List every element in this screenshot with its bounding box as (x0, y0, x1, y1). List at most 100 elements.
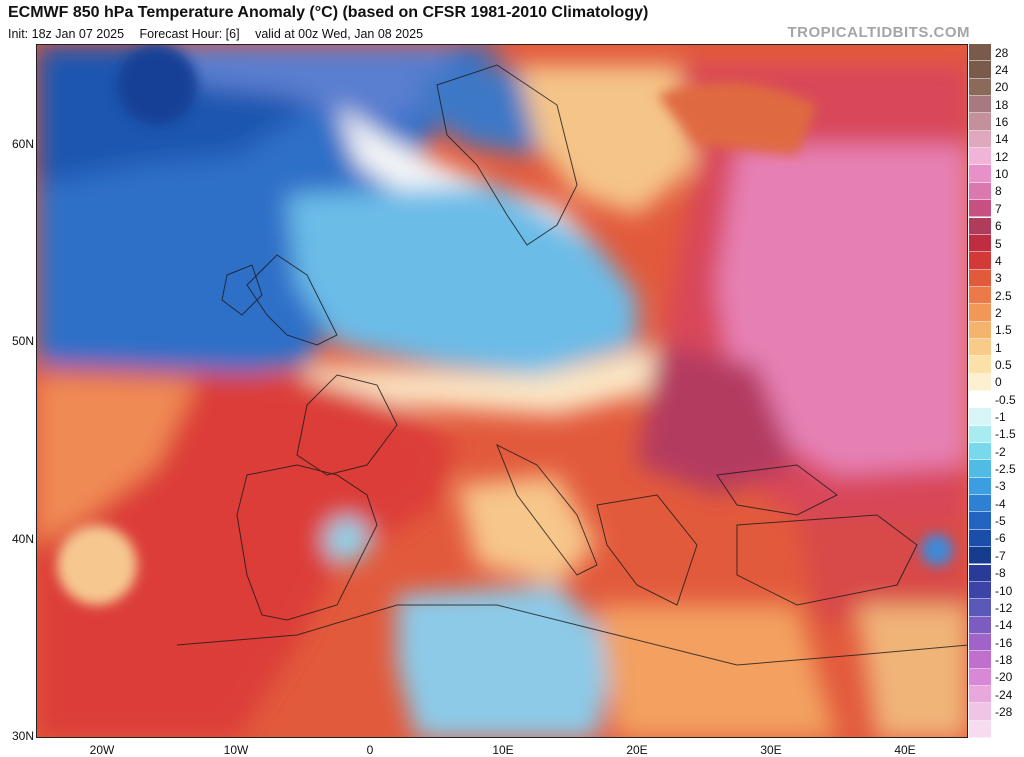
colorbar-swatch (969, 408, 991, 426)
lon-label-20w: 20W (89, 743, 115, 757)
anomaly-field (37, 45, 967, 737)
map-title: ECMWF 850 hPa Temperature Anomaly (°C) (… (8, 4, 649, 21)
coastline-france (296, 374, 398, 476)
colorbar-level: -14 (969, 618, 1024, 652)
colorbar-level: -8 (969, 566, 1024, 600)
colorbar-label: 1.5 (995, 323, 1012, 338)
colorbar-level: 7 (969, 202, 1024, 235)
colorbar-swatch (969, 529, 991, 548)
colorbar-swatch (969, 373, 991, 391)
colorbar-swatch (969, 460, 991, 478)
colorbar-level: -16 (969, 636, 1024, 669)
colorbar-level: -2 (969, 445, 1024, 478)
colorbar-swatch (969, 668, 991, 686)
colorbar-level: -1.5 (969, 427, 1024, 461)
colorbar-swatch (969, 720, 991, 738)
cool-spot-iberia (325, 518, 369, 562)
colorbar-swatch (969, 564, 991, 582)
colorbar-level: 8 (969, 184, 1024, 218)
colorbar-level: -20 (969, 670, 1024, 704)
warm-core-balkans (637, 345, 797, 495)
coastline-turkey (736, 514, 918, 606)
field-regions (37, 45, 967, 737)
colorbar-swatch (969, 495, 991, 513)
colorbar-label: 6 (995, 219, 1002, 234)
colorbar-label: 20 (995, 80, 1009, 95)
colorbar-label: -1 (995, 410, 1006, 425)
colorbar-swatch (969, 286, 991, 305)
cool-region-north-africa (397, 585, 617, 737)
lat-label-60n: 60N (11, 137, 34, 151)
warm-region-libya (597, 605, 837, 737)
colorbar-swatch (969, 217, 991, 235)
warm-region-levant (857, 605, 967, 737)
colorbar-level: 1 (969, 341, 1024, 374)
forecast-hour: Forecast Hour: [6] (139, 27, 240, 41)
colorbar-label: 24 (995, 63, 1009, 78)
colorbar-label: -4 (995, 496, 1006, 511)
valid-time: valid at 00z Wed, Jan 08 2025 (255, 27, 424, 41)
colorbar-swatch (969, 61, 991, 79)
colorbar-label: -5 (995, 514, 1006, 529)
colorbar-label: -8 (995, 566, 1006, 581)
warm-region-finland (657, 82, 817, 155)
colorbar-swatch (969, 547, 991, 565)
colorbar-label: 4 (995, 253, 1002, 268)
colorbar-level: 0 (969, 375, 1024, 409)
colorbar-swatch (969, 148, 991, 166)
colorbar-level: 4 (969, 254, 1024, 287)
map-subtitle: Init: 18z Jan 07 2025 Forecast Hour: [6]… (8, 27, 435, 41)
lon-label-10w: 10W (223, 743, 249, 757)
colorbar-swatch (969, 391, 991, 409)
colorbar-label: -16 (995, 635, 1013, 650)
colorbar-swatch (969, 633, 991, 652)
colorbar-level: -1 (969, 410, 1024, 444)
colorbar-level: 3 (969, 271, 1024, 305)
colorbar-level: 18 (969, 98, 1024, 131)
colorbar-label: 12 (995, 149, 1009, 164)
colorbar-label: 7 (995, 201, 1002, 216)
colorbar-swatch (969, 616, 991, 634)
field-details (57, 45, 953, 605)
colorbar-swatch (969, 96, 991, 114)
colorbar-swatch (969, 443, 991, 461)
colorbar-label: 0 (995, 375, 1002, 390)
coastline-italy (496, 443, 598, 576)
cool-region-scandinavia (417, 65, 557, 155)
warm-spot-west (57, 525, 137, 605)
colorbar-level: 28 (969, 46, 1024, 79)
init-time: Init: 18z Jan 07 2025 (8, 27, 125, 41)
colorbar-swatch (969, 78, 991, 97)
colorbar-level: 14 (969, 132, 1024, 166)
colorbar-label: 3 (995, 271, 1002, 286)
lon-label-40e: 40E (894, 743, 916, 757)
colorbar-swatch (969, 581, 991, 600)
colorbar-label: -1.5 (995, 427, 1016, 442)
coastline-black-sea (716, 464, 838, 516)
colorbar-level: -6 (969, 531, 1024, 565)
colorbar-level: 20 (969, 80, 1024, 114)
colorbar-label: 10 (995, 167, 1009, 182)
cold-region-far (157, 45, 457, 125)
colorbar-label: -18 (995, 652, 1013, 667)
coastline-ireland (221, 264, 263, 316)
coastline-iberia (236, 464, 378, 621)
colorbar-swatch (969, 356, 991, 374)
colorbar-swatch (969, 182, 991, 201)
colorbar-level: 24 (969, 63, 1024, 97)
colorbar-label: -2 (995, 444, 1006, 459)
colorbar-swatch (969, 599, 991, 617)
coastlines (176, 64, 967, 666)
colorbar-level: -0.5 (969, 393, 1024, 426)
lon-label-20e: 20E (626, 743, 648, 757)
very-warm-region-russia (717, 145, 967, 475)
colorbar-label: 0.5 (995, 357, 1012, 372)
cold-core-iceland (117, 45, 197, 125)
colorbar-swatch (969, 252, 991, 270)
colorbar-swatch (969, 321, 991, 339)
colorbar-label: -20 (995, 670, 1013, 685)
warm-region-tyrrhenian (457, 475, 597, 585)
cool-region-central (287, 185, 637, 375)
colorbar-level: -18 (969, 653, 1024, 686)
colorbar-level: 1.5 (969, 323, 1024, 357)
